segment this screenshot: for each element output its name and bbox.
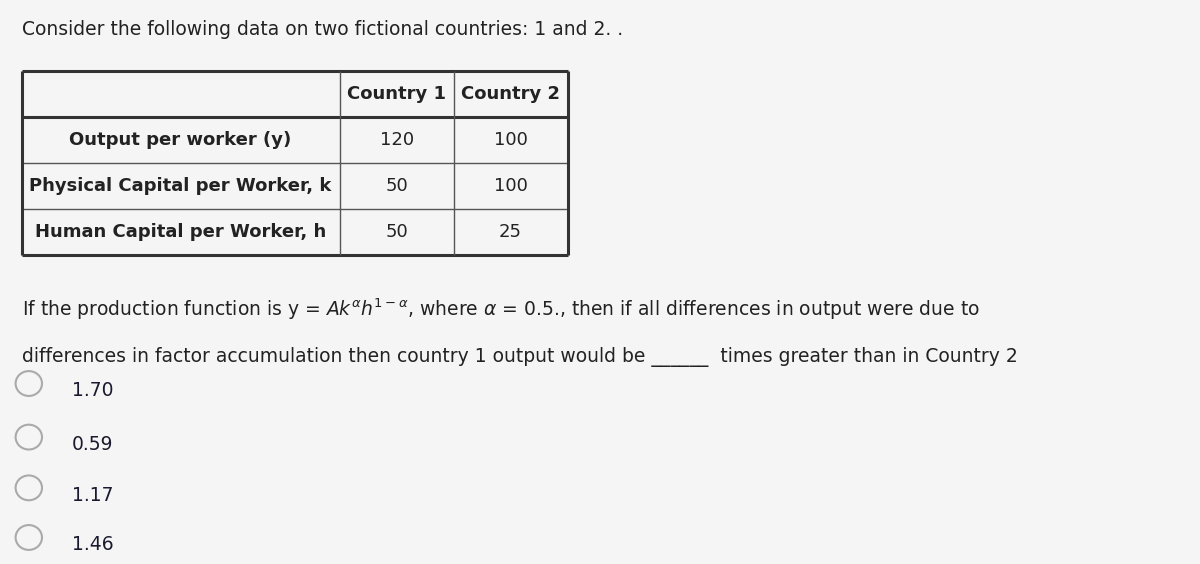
Text: 100: 100 [493,177,528,195]
Text: Output per worker (y): Output per worker (y) [70,131,292,149]
Text: 100: 100 [493,131,528,149]
Text: 1.70: 1.70 [72,381,114,400]
Text: If the production function is y = $Ak^{\alpha}h^{1-\alpha}$, where $\alpha$ = 0.: If the production function is y = $Ak^{\… [22,296,979,321]
Text: Human Capital per Worker, h: Human Capital per Worker, h [35,223,326,241]
Text: Physical Capital per Worker, k: Physical Capital per Worker, k [30,177,331,195]
Text: Country 2: Country 2 [461,85,560,103]
Text: 50: 50 [385,177,408,195]
Text: Country 1: Country 1 [347,85,446,103]
Text: 120: 120 [379,131,414,149]
Text: 1.17: 1.17 [72,486,114,505]
Text: 25: 25 [499,223,522,241]
Text: 1.46: 1.46 [72,535,114,554]
Text: Consider the following data on two fictional countries: 1 and 2. .: Consider the following data on two ficti… [22,20,623,39]
Text: 0.59: 0.59 [72,435,114,454]
Text: differences in factor accumulation then country 1 output would be ______  times : differences in factor accumulation then … [22,347,1018,367]
Text: 50: 50 [385,223,408,241]
